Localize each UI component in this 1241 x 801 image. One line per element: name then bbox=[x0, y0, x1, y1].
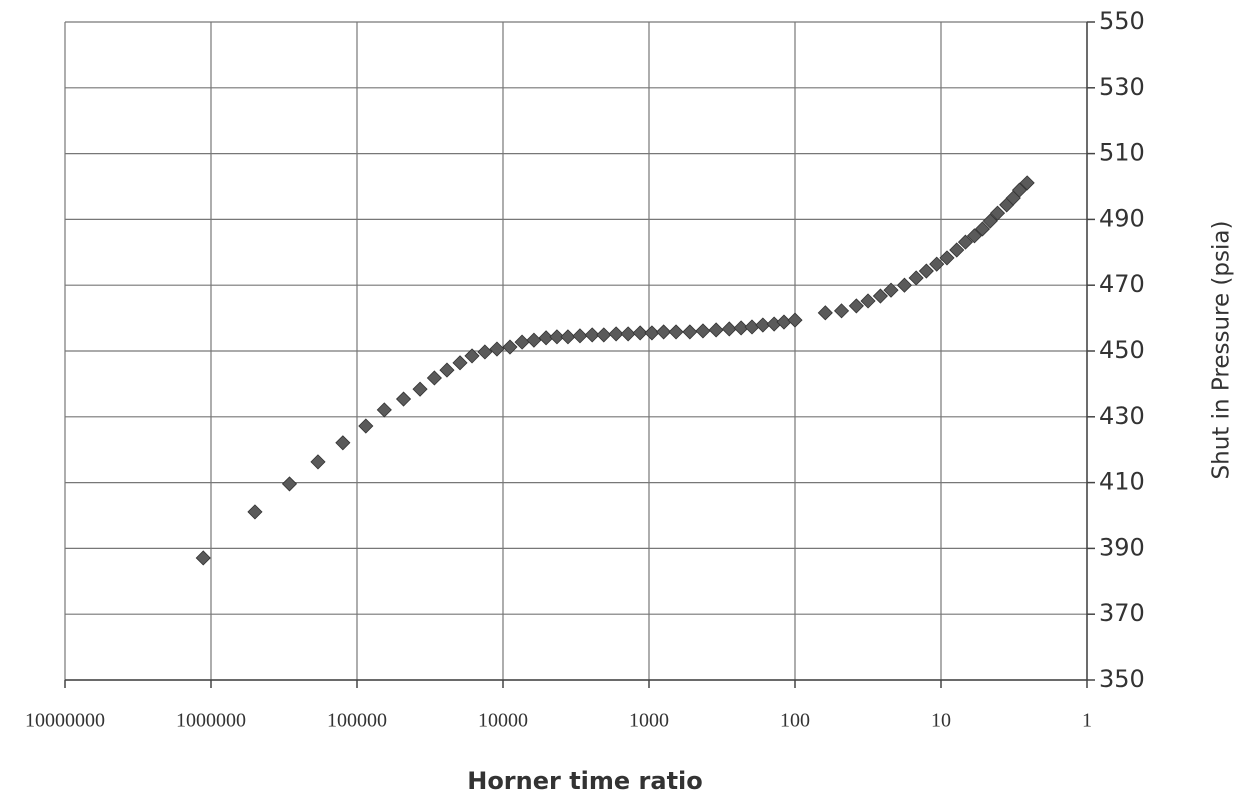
y-tick-label: 550 bbox=[1099, 7, 1145, 35]
data-point bbox=[883, 282, 899, 298]
data-point bbox=[281, 476, 298, 492]
y-axis-label: Shut in Pressure (psia) bbox=[1209, 221, 1235, 480]
x-axis-label: Horner time ratio bbox=[467, 767, 703, 795]
data-point bbox=[452, 355, 468, 371]
data-point bbox=[939, 250, 955, 266]
data-point bbox=[957, 234, 974, 250]
y-tick-label: 470 bbox=[1099, 270, 1145, 298]
data-point bbox=[872, 288, 888, 304]
data-point bbox=[966, 228, 983, 244]
data-point bbox=[310, 454, 326, 470]
data-point bbox=[195, 550, 211, 566]
y-tick-label: 530 bbox=[1099, 73, 1145, 101]
data-point bbox=[708, 322, 724, 338]
data-point bbox=[755, 317, 771, 333]
data-point bbox=[682, 324, 698, 340]
data-point bbox=[584, 327, 600, 343]
data-point bbox=[644, 325, 660, 341]
y-tick-label: 510 bbox=[1099, 139, 1145, 167]
data-point bbox=[549, 329, 565, 345]
data-point bbox=[974, 221, 991, 237]
y-tick-label: 490 bbox=[1099, 204, 1145, 232]
data-point bbox=[620, 326, 636, 342]
x-tick-label: 100000 bbox=[327, 710, 387, 732]
data-point bbox=[439, 362, 455, 378]
data-point bbox=[787, 312, 803, 328]
data-point bbox=[376, 402, 392, 418]
data-point bbox=[668, 324, 684, 340]
data-point bbox=[733, 320, 749, 336]
data-point bbox=[489, 341, 505, 357]
data-point bbox=[695, 323, 711, 339]
x-tick-label: 10000000 bbox=[25, 710, 105, 732]
data-point bbox=[464, 348, 480, 364]
data-point bbox=[817, 305, 833, 321]
data-point bbox=[656, 324, 672, 340]
data-point bbox=[982, 213, 998, 229]
data-point bbox=[572, 328, 588, 344]
data-point bbox=[560, 329, 576, 345]
y-tick-label: 370 bbox=[1099, 599, 1145, 627]
data-point bbox=[538, 330, 554, 346]
x-tick-label: 1000000 bbox=[176, 710, 246, 732]
data-point bbox=[358, 418, 374, 434]
data-point bbox=[989, 205, 1006, 221]
data-point bbox=[395, 391, 412, 407]
y-tick-label: 350 bbox=[1099, 665, 1145, 693]
data-point bbox=[918, 263, 934, 279]
data-point bbox=[608, 326, 624, 342]
data-point bbox=[596, 327, 612, 343]
x-tick-label: 10 bbox=[931, 710, 951, 732]
data-point bbox=[949, 242, 965, 258]
y-tick-label: 430 bbox=[1099, 402, 1145, 430]
y-tick-label: 450 bbox=[1099, 336, 1145, 364]
data-point bbox=[1019, 175, 1035, 191]
x-tick-label: 100 bbox=[780, 710, 810, 732]
data-point bbox=[335, 435, 351, 451]
data-point bbox=[896, 277, 913, 293]
data-point bbox=[526, 332, 542, 348]
data-point bbox=[502, 339, 518, 355]
data-point bbox=[247, 504, 263, 520]
data-point bbox=[833, 303, 850, 319]
x-tick-label: 10000 bbox=[478, 710, 528, 732]
data-point bbox=[860, 293, 876, 309]
data-point bbox=[412, 381, 428, 397]
x-tick-label: 1000 bbox=[629, 710, 669, 732]
y-tick-label: 410 bbox=[1099, 468, 1145, 496]
data-point bbox=[929, 256, 945, 272]
data-point bbox=[1011, 182, 1028, 198]
data-point bbox=[632, 325, 648, 341]
data-point bbox=[477, 344, 493, 360]
data-point bbox=[776, 314, 792, 330]
data-point bbox=[908, 270, 924, 286]
data-point bbox=[848, 298, 864, 314]
data-point bbox=[744, 319, 760, 335]
data-point bbox=[426, 370, 442, 386]
y-tick-label: 390 bbox=[1099, 533, 1145, 561]
data-point bbox=[721, 321, 737, 337]
x-tick-label: 1 bbox=[1082, 710, 1092, 732]
